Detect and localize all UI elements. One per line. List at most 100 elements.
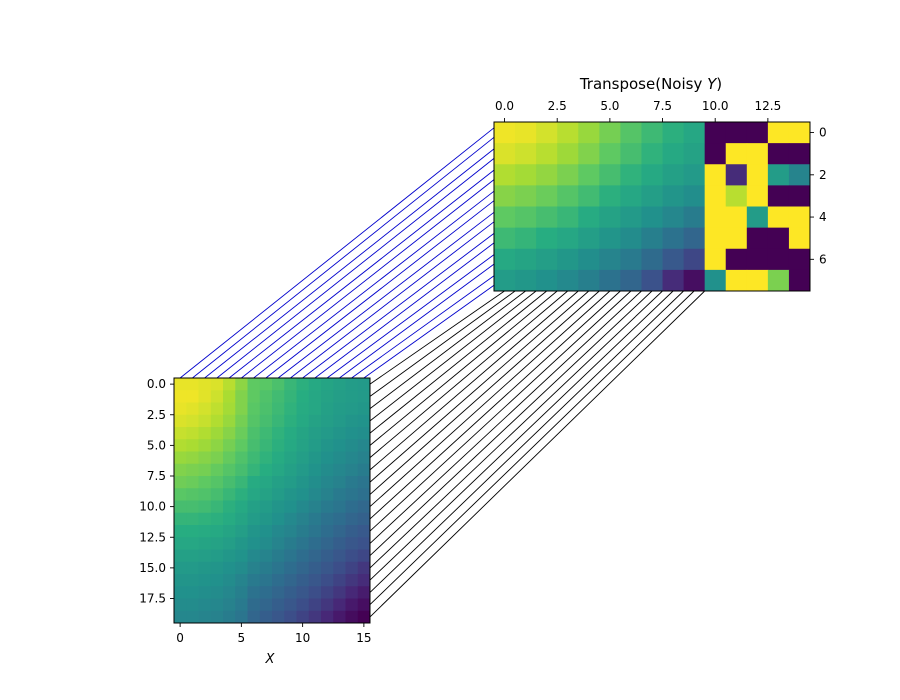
- heatmap-x-cell: [272, 537, 285, 550]
- heatmap-x-cell: [235, 451, 248, 465]
- x-tick-label: 7.5: [653, 99, 672, 113]
- heatmap-noisy-y-cells: [494, 122, 811, 292]
- heatmap-x-cell: [272, 414, 285, 428]
- connector-line-blue: [241, 179, 495, 379]
- heatmap-noisy-y-cell: [725, 248, 748, 271]
- heatmap-x-cell: [321, 574, 334, 587]
- heatmap-x-cell: [357, 537, 371, 550]
- heatmap-x-cell: [210, 390, 224, 403]
- heatmap-x-cell: [272, 402, 285, 416]
- heatmap-noisy-y-cell: [494, 206, 516, 229]
- heatmap-x-cell: [272, 463, 285, 477]
- heatmap-x-cell: [235, 463, 248, 477]
- heatmap-x-cell: [259, 402, 273, 416]
- y-tick-label: 0.0: [147, 377, 166, 391]
- heatmap-x-cell: [259, 451, 273, 465]
- heatmap-x-cell: [284, 402, 297, 416]
- heatmap-noisy-y-cell: [557, 248, 579, 271]
- heatmap-noisy-y-cell: [515, 227, 537, 250]
- heatmap-noisy-y-cell: [578, 185, 600, 207]
- heatmap-x: 0 5 10 15 0.0 2.5 5.0 7.5 10.0 12.5 15.0 17.5 X: [139, 377, 371, 667]
- heatmap-x-cell: [247, 488, 261, 501]
- heatmap-x-cell: [272, 561, 285, 575]
- heatmap-x-ticks: 0 5 10 15 0.0 2.5 5.0 7.5 10.0 12.5 15.0 17.5: [139, 377, 371, 645]
- heatmap-x-cell: [345, 427, 359, 440]
- heatmap-x-cell: [345, 463, 359, 477]
- heatmap-noisy-y-cell: [599, 122, 621, 144]
- heatmap-x-xlabel: X: [265, 652, 276, 667]
- heatmap-x-cell: [259, 549, 273, 563]
- heatmap-x-cell: [284, 439, 297, 452]
- heatmap-x-cell: [259, 427, 273, 440]
- heatmap-noisy-y-cell: [536, 122, 558, 144]
- heatmap-x-cell: [296, 451, 310, 465]
- heatmap-noisy-y-cell: [662, 227, 684, 250]
- heatmap-x-cell: [259, 512, 273, 526]
- heatmap-noisy-y-cell: [536, 206, 558, 229]
- heatmap-x-cell: [296, 525, 310, 538]
- heatmap-x-cell: [272, 439, 285, 452]
- x-tick-label: 12.5: [755, 99, 782, 113]
- heatmap-x-cell: [174, 610, 187, 624]
- heatmap-x-cell: [333, 390, 346, 403]
- heatmap-x-cell: [198, 451, 212, 465]
- heatmap-x-cell: [247, 439, 261, 452]
- connector-line-blue: [216, 158, 495, 379]
- heatmap-x-cell: [321, 561, 334, 575]
- heatmap-x-cell: [308, 402, 322, 416]
- heatmap-x-cell: [247, 402, 261, 416]
- heatmap-noisy-y-cell: [788, 122, 811, 144]
- heatmap-x-cell: [345, 378, 359, 391]
- heatmap-x-cell: [357, 561, 371, 575]
- y-tick-label: 17.5: [139, 592, 166, 606]
- heatmap-x-cell: [198, 512, 212, 526]
- heatmap-x-cell: [296, 610, 310, 624]
- heatmap-x-cell: [247, 537, 261, 550]
- heatmap-x-cell: [198, 439, 212, 452]
- heatmap-x-cell: [296, 561, 310, 575]
- heatmap-x-cell: [186, 414, 199, 428]
- heatmap-x-cell: [235, 549, 248, 563]
- heatmap-x-cell: [284, 586, 297, 599]
- heatmap-noisy-y-cell: [788, 269, 811, 292]
- heatmap-x-cell: [357, 488, 371, 501]
- heatmap-x-cell: [186, 488, 199, 501]
- heatmap-x-cell: [259, 574, 273, 587]
- heatmap-x-cell: [174, 476, 187, 489]
- heatmap-x-cell: [198, 549, 212, 563]
- heatmap-x-cell: [223, 427, 236, 440]
- heatmap-noisy-y-cell: [620, 227, 642, 250]
- heatmap-x-cell: [223, 414, 236, 428]
- heatmap-x-cell: [259, 463, 273, 477]
- x-tick-label: 5: [238, 631, 246, 645]
- heatmap-noisy-y-cell: [683, 269, 706, 292]
- heatmap-x-cell: [235, 488, 248, 501]
- heatmap-x-cell: [186, 549, 199, 563]
- heatmap-x-cell: [247, 378, 261, 391]
- heatmap-noisy-y-cell: [641, 227, 663, 250]
- heatmap-noisy-y-cell: [662, 164, 684, 186]
- heatmap-noisy-y-cell: [557, 164, 579, 186]
- heatmap-x-cell: [223, 549, 236, 563]
- heatmap-x-cell: [333, 476, 346, 489]
- heatmap-x-cell: [198, 586, 212, 599]
- heatmap-x-cell: [223, 610, 236, 624]
- heatmap-x-cell: [345, 549, 359, 563]
- heatmap-noisy-y-cell: [641, 248, 663, 271]
- heatmap-x-cell: [174, 549, 187, 563]
- heatmap-x-cell: [174, 525, 187, 538]
- connector-line-black: [369, 290, 590, 483]
- heatmap-noisy-y-cell: [788, 248, 811, 271]
- heatmap-x-cell: [198, 378, 212, 391]
- heatmap-noisy-y-cell: [494, 248, 516, 271]
- heatmap-x-cell: [259, 476, 273, 489]
- heatmap-x-cell: [321, 598, 334, 612]
- heatmap-x-cell: [186, 525, 199, 538]
- heatmap-noisy-y-cell: [746, 206, 769, 229]
- heatmap-x-cell: [284, 574, 297, 587]
- heatmap-noisy-y-cell: [746, 185, 769, 207]
- heatmap-noisy-y-cell: [746, 248, 769, 271]
- heatmap-x-cell: [296, 488, 310, 501]
- heatmap-x-cell: [247, 476, 261, 489]
- heatmap-x-cell: [284, 414, 297, 428]
